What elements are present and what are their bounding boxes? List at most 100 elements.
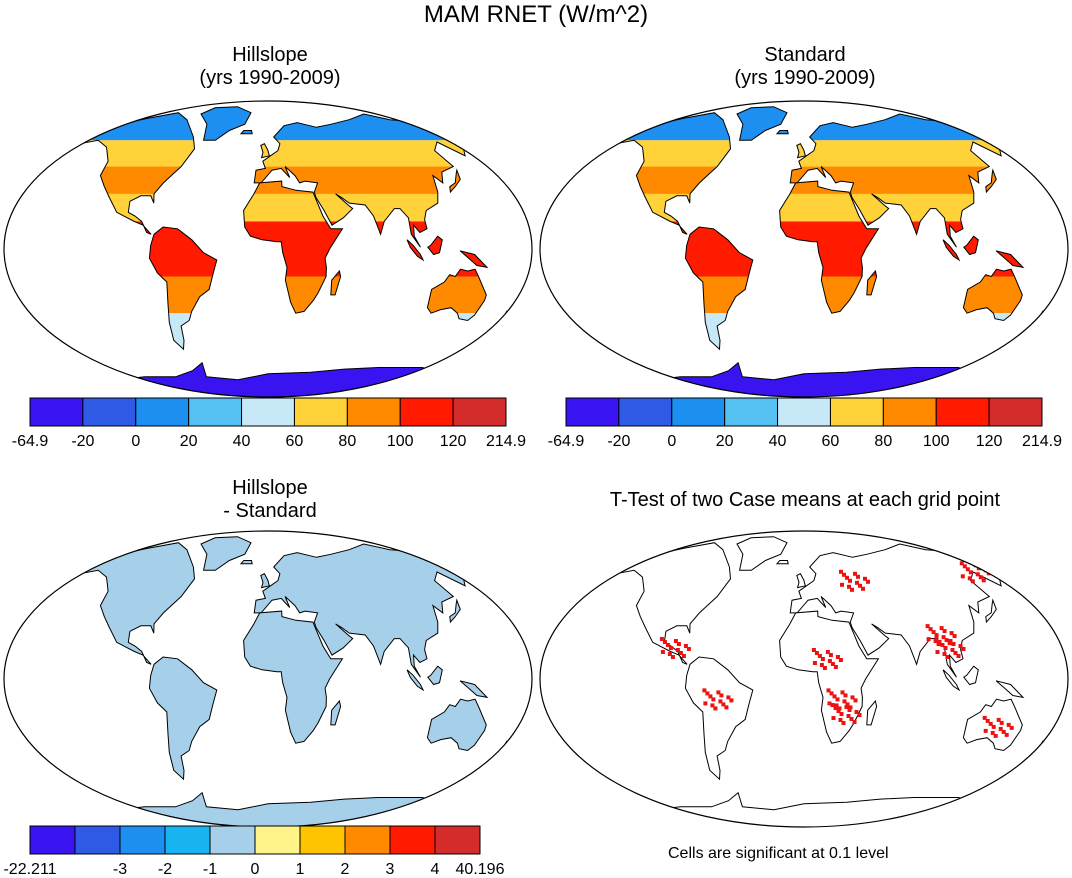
significant-cell [855, 580, 859, 585]
rnet-band [243, 193, 343, 222]
rnet-band [0, 101, 536, 140]
colorbar-tick-label: -3 [113, 861, 127, 878]
significant-cell [1006, 722, 1011, 727]
rnet-band [536, 101, 1072, 140]
coastline [796, 143, 806, 159]
rnet-band [536, 101, 1072, 140]
significant-cell [958, 644, 963, 648]
significant-cell [968, 570, 973, 575]
panel-title-line1: Hillslope [232, 44, 308, 66]
panel-title-standard: Standard (yrs 1990-2009) [655, 44, 955, 90]
significant-cell [843, 693, 848, 698]
coastline [684, 656, 754, 781]
coastline [684, 226, 754, 351]
land-australia [427, 699, 487, 751]
significant-cell [833, 665, 838, 669]
rnet-band [777, 130, 789, 134]
significant-cell [830, 703, 835, 707]
significant-cell [940, 643, 945, 647]
colorbar-box [344, 825, 391, 855]
colorbar-box [618, 397, 673, 427]
rnet-band [0, 313, 536, 349]
significant-cell [988, 721, 993, 726]
rnet-band [0, 313, 536, 349]
significant-cell [729, 698, 734, 703]
map-border [539, 530, 1069, 828]
significant-cell [942, 629, 947, 634]
map-ttest [536, 529, 1072, 829]
significant-cell [832, 694, 837, 699]
land-sumatra [943, 669, 960, 690]
significant-cell [861, 586, 865, 591]
colorbar-tick-label: -2 [158, 861, 172, 878]
significant-cell [675, 648, 680, 652]
land-fill [427, 666, 443, 685]
rnet-band [536, 101, 1072, 140]
coastline [330, 269, 342, 296]
coastline [963, 665, 979, 686]
coastline [406, 239, 425, 262]
significant-cell [822, 666, 827, 670]
significant-cell [830, 662, 835, 666]
significant-cell [950, 648, 955, 652]
significant-cell [931, 630, 936, 635]
land-greatbritain [796, 573, 806, 588]
coastline [942, 239, 961, 262]
significant-cell [845, 575, 849, 580]
land-japan [985, 600, 997, 623]
significant-cell [718, 699, 723, 704]
coastline [736, 536, 788, 571]
coastline [779, 180, 880, 314]
significant-cell [840, 690, 845, 695]
land-fill [71, 792, 465, 827]
significant-cell [845, 702, 850, 707]
land-fill [985, 600, 997, 623]
colorbar-tick-label: 40 [233, 433, 251, 450]
colorbar-tick-label: 214.9 [1022, 433, 1062, 450]
significant-cell [936, 642, 941, 647]
colorbar-box [671, 397, 726, 427]
coastline [406, 669, 425, 692]
rnet-band [201, 106, 251, 141]
land-borneo [963, 666, 979, 685]
significant-cell [847, 708, 852, 712]
land-greenland [737, 536, 787, 571]
significant-cell [668, 646, 673, 650]
colorbar-box [74, 825, 121, 855]
significant-cell [678, 651, 683, 655]
map-difference [0, 529, 536, 829]
rnet-band [0, 313, 536, 349]
land-sumatra [407, 669, 424, 690]
colorbar-tick-label: 60 [286, 433, 304, 450]
significant-cell [970, 579, 975, 584]
colorbar-tick-label: 40.196 [456, 861, 505, 878]
significant-cell [953, 651, 958, 655]
land-north-america [614, 542, 731, 665]
rnet-band [737, 106, 787, 141]
significant-cell [833, 706, 838, 710]
significant-cell [854, 710, 859, 714]
rnet-band [866, 276, 877, 295]
land-fill [1022, 741, 1047, 764]
colorbar-box [777, 397, 831, 427]
rnet-band [536, 313, 1072, 349]
colorbar-tick-label: -1 [203, 861, 217, 878]
land-fill [685, 657, 753, 780]
colorbar-tick-label: 80 [338, 433, 356, 450]
land-africa [779, 611, 879, 744]
rnet-band [963, 276, 1023, 314]
colorbar-tick-label: 40 [769, 433, 787, 450]
colorbar-box [119, 825, 166, 855]
rnet-band [536, 101, 1072, 140]
land-fill [407, 669, 424, 690]
rnet-band [536, 313, 1072, 349]
rnet-band [0, 101, 536, 140]
significant-cell [841, 721, 846, 725]
significant-cell [659, 637, 664, 641]
land-fill [260, 573, 270, 588]
significant-cell [842, 572, 846, 577]
coastline [995, 680, 1025, 699]
rnet-band [0, 101, 536, 140]
significant-cell [959, 561, 964, 566]
map-svg [3, 530, 533, 828]
